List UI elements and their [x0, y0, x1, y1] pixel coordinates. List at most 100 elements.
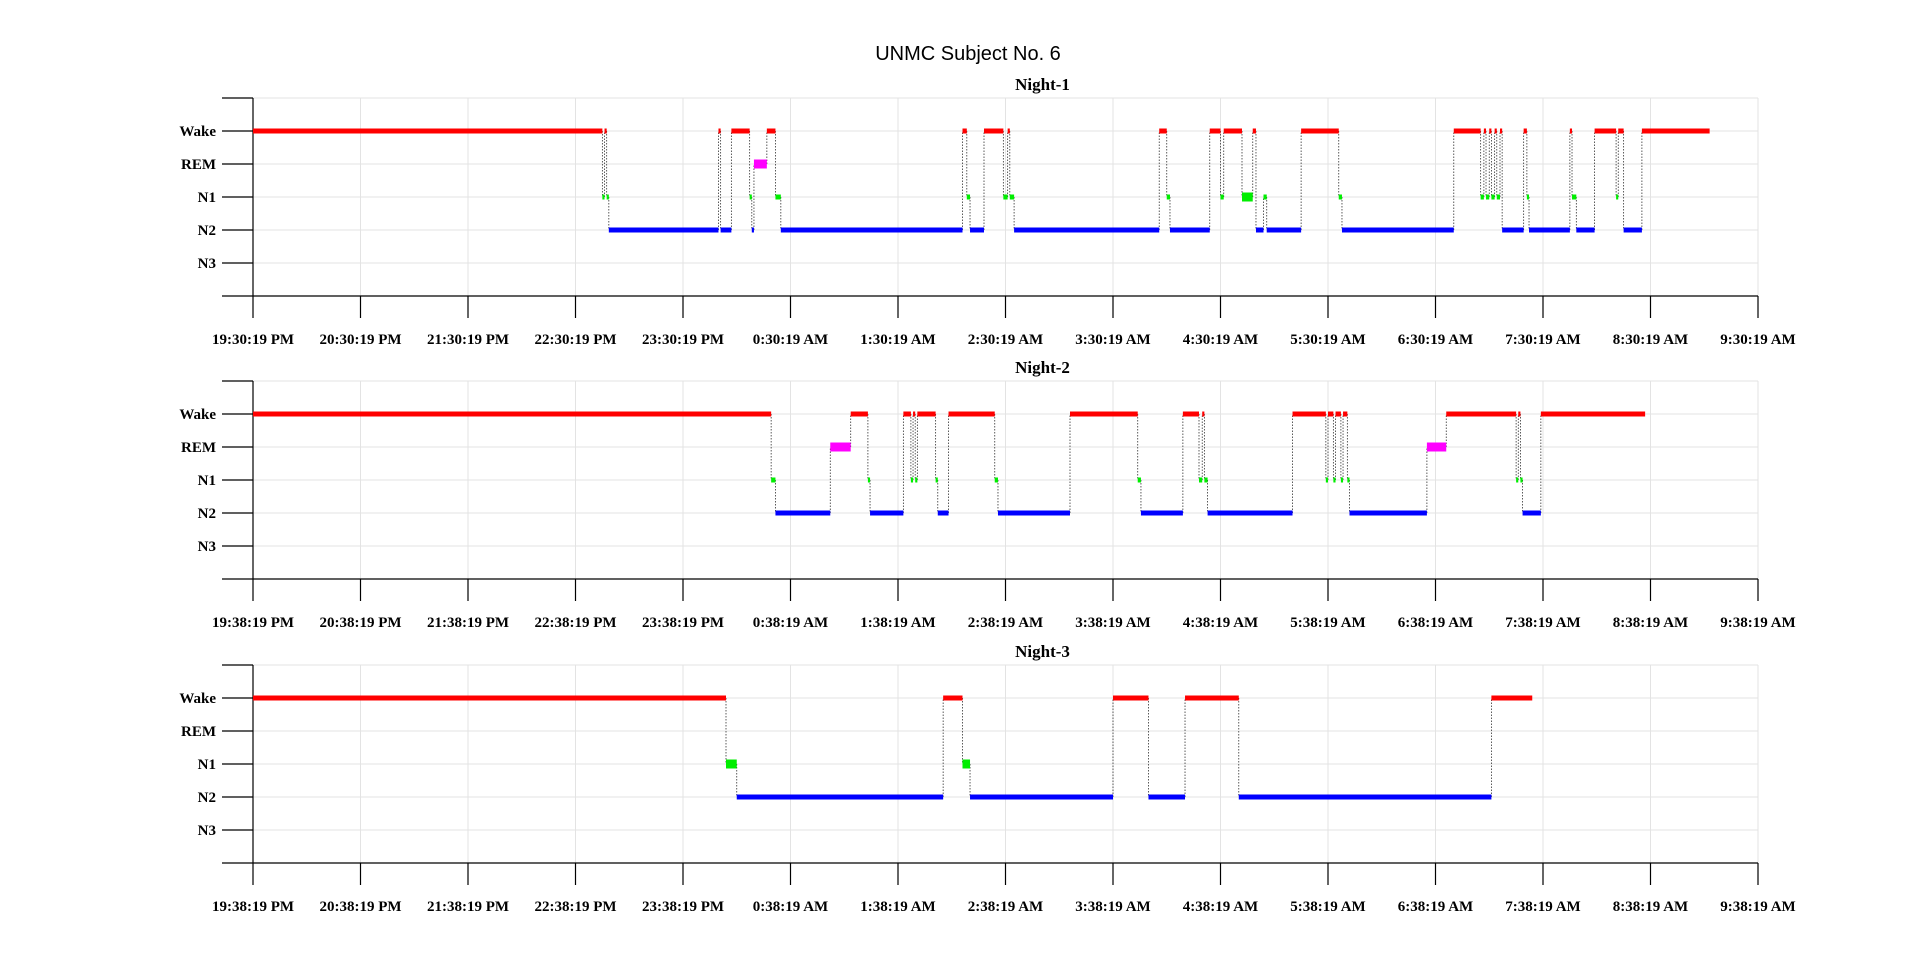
y-tick-label: REM [181, 157, 216, 173]
stage-segment-n2 [1266, 227, 1302, 233]
stage-segment-wake [766, 128, 776, 134]
x-tick-label: 19:30:19 PM [212, 332, 294, 348]
x-tick-label: 4:30:19 AM [1183, 332, 1258, 348]
x-tick-label: 20:38:19 PM [319, 899, 401, 915]
stage-segment-wake [1569, 128, 1573, 134]
x-tick-label: 1:30:19 AM [860, 332, 935, 348]
stage-segment-wake [943, 695, 963, 701]
y-tick-label: N2 [198, 223, 216, 239]
stage-segment-n1 [1220, 194, 1224, 200]
stage-segment-n1 [749, 194, 752, 200]
stage-segment-n1 [1333, 477, 1336, 483]
x-tick-label: 8:30:19 AM [1613, 332, 1688, 348]
stage-segment-n1 [1491, 194, 1495, 200]
x-tick-label: 19:38:19 PM [212, 899, 294, 915]
x-tick-label: 8:38:19 AM [1613, 899, 1688, 915]
x-tick-label: 4:38:19 AM [1183, 615, 1258, 631]
x-tick-label: 9:38:19 AM [1720, 899, 1795, 915]
stage-segment-n1 [1526, 194, 1530, 200]
stage-segment-wake [913, 411, 916, 417]
stage-segment-wake [253, 411, 772, 417]
stage-segment-n1 [935, 477, 938, 483]
stage-segment-wake [1494, 128, 1497, 134]
stage-segment-rem [1426, 442, 1447, 452]
stage-segment-wake [718, 128, 721, 134]
stage-segment-wake [1343, 411, 1348, 417]
stage-segment-wake [1641, 128, 1710, 134]
stage-segment-wake [1202, 411, 1205, 417]
panels: Night-1 Wake REM N1 N2 N3 19:30:19 PM 20:30:19 … [179, 75, 1795, 915]
stage-segment-wake [962, 128, 967, 134]
stage-segment-n1 [1480, 194, 1484, 200]
x-tick-label: 0:30:19 AM [753, 332, 828, 348]
stage-segment-n1 [1263, 194, 1267, 200]
y-tick-label: N2 [198, 790, 216, 806]
stage-segment-n1 [775, 194, 781, 200]
x-tick-label: 9:38:19 AM [1720, 615, 1795, 631]
panel-night-2: Night-2 Wake REM N1 N2 N3 19:38:19 PM 20:38:19 … [179, 358, 1795, 631]
stage-segment-wake [1185, 695, 1239, 701]
x-tick-label: 5:30:19 AM [1290, 332, 1365, 348]
stage-segment-wake [1328, 411, 1334, 417]
stage-segment-n1 [1520, 477, 1523, 483]
stage-segment-n2 [1169, 227, 1210, 233]
stage-segment-n2 [870, 510, 904, 516]
x-tick-label: 20:38:19 PM [319, 615, 401, 631]
x-tick-label: 6:38:19 AM [1398, 615, 1473, 631]
y-tick-label: Wake [179, 691, 216, 707]
stage-segment-wake [1301, 128, 1339, 134]
stage-segment-n1 [1486, 194, 1490, 200]
x-tick-label: 22:38:19 PM [534, 899, 616, 915]
stage-segment-wake [1446, 411, 1517, 417]
stage-segment-n1 [1496, 194, 1500, 200]
stage-segment-n2 [1576, 227, 1595, 233]
stage-segment-rem [830, 442, 851, 452]
stage-segment-n1 [1166, 194, 1170, 200]
stage-segment-n2 [1529, 227, 1570, 233]
stage-segment-wake [1159, 128, 1167, 134]
stage-segment-n2 [1238, 794, 1492, 800]
panel-title: Night-3 [1015, 642, 1070, 661]
stage-segment-wake [1518, 411, 1521, 417]
stage-segment-wake [1292, 411, 1326, 417]
stage-segment-wake [1540, 411, 1646, 417]
stage-segment-wake [731, 128, 750, 134]
x-tick-label: 22:38:19 PM [534, 615, 616, 631]
y-tick-label: REM [181, 724, 216, 740]
y-tick-label: Wake [179, 407, 216, 423]
stage-segment-n1 [962, 759, 971, 769]
y-tick-label: N2 [198, 506, 216, 522]
x-tick-label: 3:30:19 AM [1075, 332, 1150, 348]
stage-segment-n2 [997, 510, 1070, 516]
stage-segment-n2 [608, 227, 719, 233]
panel-title: Night-2 [1015, 358, 1070, 377]
x-tick-label: 8:38:19 AM [1613, 615, 1688, 631]
stage-segment-wake [1483, 128, 1487, 134]
stage-segment-wake [984, 128, 1004, 134]
x-tick-label: 23:38:19 PM [642, 615, 724, 631]
x-tick-label: 21:38:19 PM [427, 899, 509, 915]
stage-segment-n1 [771, 477, 776, 483]
x-tick-label: 21:38:19 PM [427, 615, 509, 631]
stage-segment-n1 [1338, 194, 1342, 200]
stage-segment-n2 [970, 227, 984, 233]
x-tick-label: 7:38:19 AM [1505, 615, 1580, 631]
stage-segment-wake [1594, 128, 1617, 134]
stage-segment-n1 [1204, 477, 1208, 483]
stage-segment-n2 [970, 794, 1113, 800]
stage-segment-n2 [736, 794, 944, 800]
stage-segment-n2 [1349, 510, 1427, 516]
y-tick-label: N1 [198, 757, 216, 773]
stage-segment-n2 [1014, 227, 1160, 233]
x-tick-label: 1:38:19 AM [860, 899, 935, 915]
stage-segment-n1 [1009, 194, 1015, 200]
x-tick-label: 2:38:19 AM [968, 899, 1043, 915]
y-tick-label: N3 [198, 823, 216, 839]
y-tick-label: N1 [198, 190, 216, 206]
x-tick-label: 3:38:19 AM [1075, 899, 1150, 915]
stage-segment-wake [1252, 128, 1256, 134]
stage-segment-n1 [1325, 477, 1328, 483]
x-tick-label: 2:30:19 AM [968, 332, 1043, 348]
stage-segment-n1 [1347, 477, 1350, 483]
stage-segment-n2 [937, 510, 949, 516]
